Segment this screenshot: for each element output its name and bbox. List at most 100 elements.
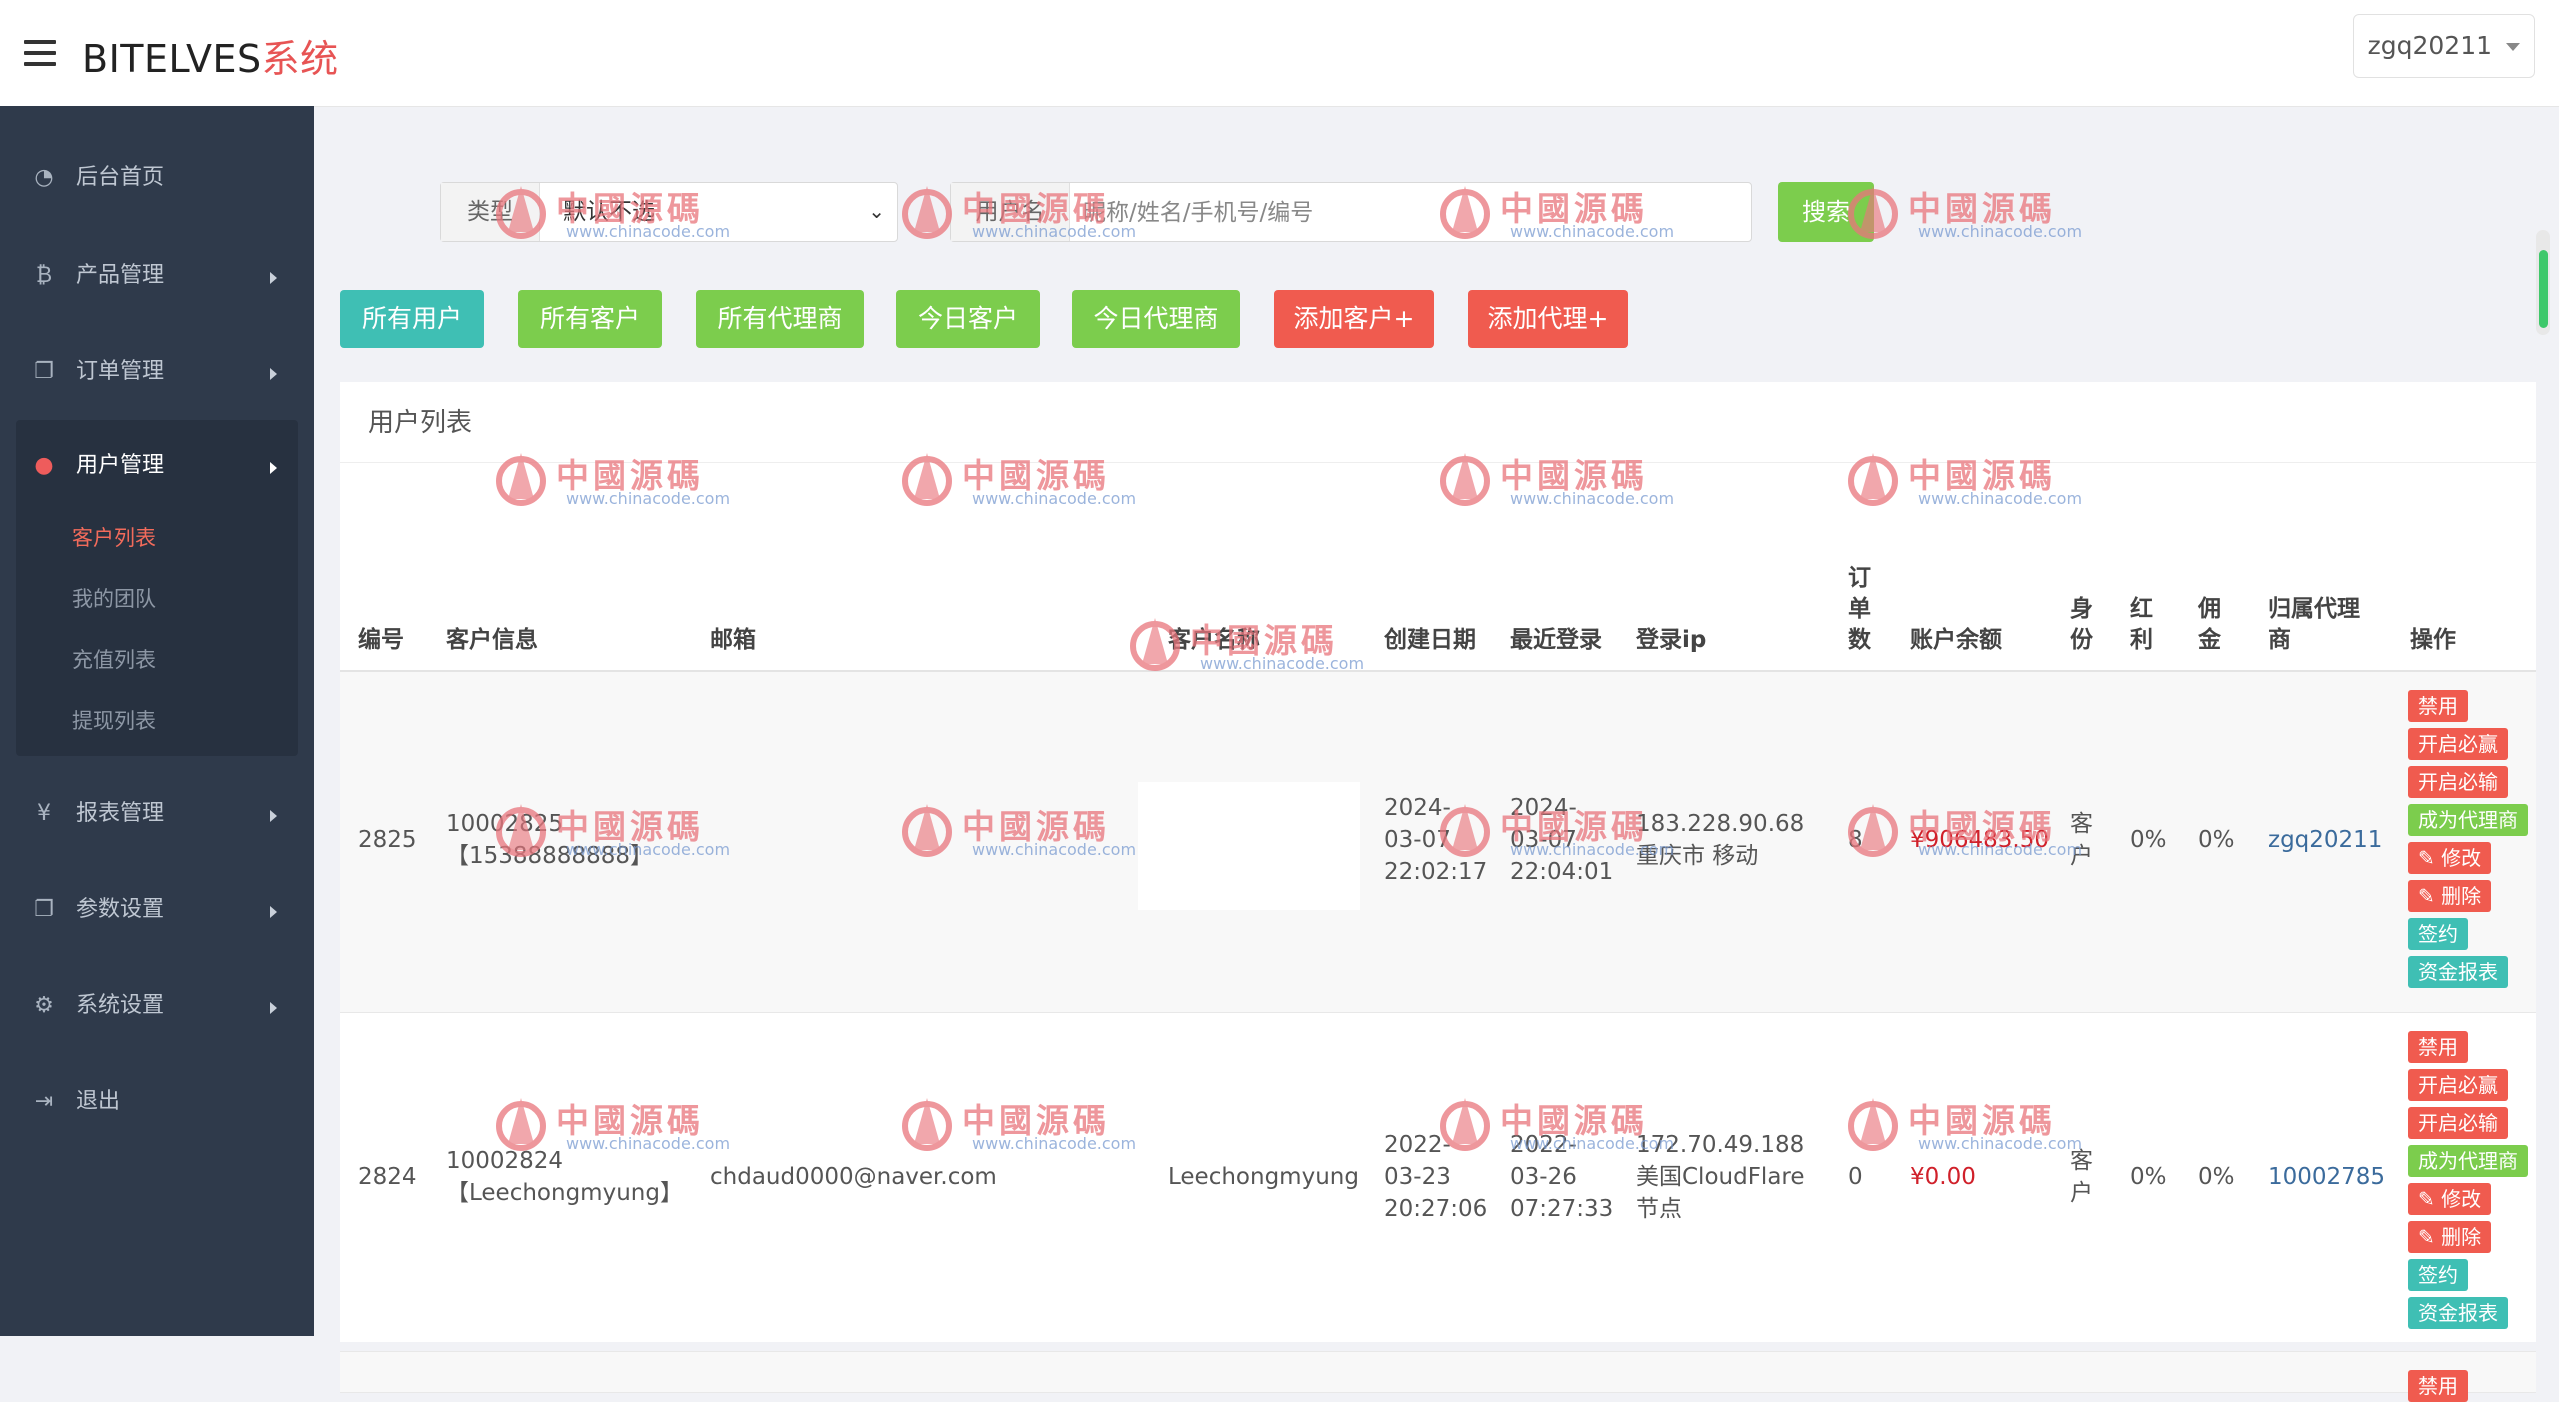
col-info: 客户信息 [446,627,538,653]
always-lose-button[interactable]: 开启必输 [2408,766,2508,798]
cell-created: 2022- 03-23 20:27:06 [1384,1129,1487,1225]
sidebar-item-orders[interactable]: ❐ 订单管理 [0,342,314,402]
bitcoin-icon: ₿ [35,263,53,288]
make-agent-button[interactable]: 成为代理商 [2408,804,2528,836]
edit-button[interactable]: ✎ 修改 [2408,1183,2492,1215]
sidebar-item-params[interactable]: ❐ 参数设置 [0,880,314,940]
username-label: 用户名 [951,183,1070,241]
all-customers-button[interactable]: 所有客户 [518,290,662,348]
cell-bonus: 0% [2130,827,2167,853]
yen-icon: ¥ [37,801,51,826]
sidebar-item-logout[interactable]: ⇥ 退出 [0,1072,314,1132]
always-lose-button[interactable]: 开启必输 [2408,1107,2508,1139]
sidebar-subitem-recharge-list[interactable]: 充值列表 [72,648,156,672]
header-line: 佣 [2198,596,2221,622]
date-line: 22:04:01 [1510,859,1614,885]
delete-button[interactable]: ✎ 删除 [2408,880,2492,912]
username-search-group: 用户名 [950,182,1752,242]
add-customer-button[interactable]: 添加客户+ [1274,290,1434,348]
disable-button[interactable]: 禁用 [2408,690,2468,722]
search-button[interactable]: 搜索 [1778,182,1874,242]
info-line: 10002824 [446,1148,564,1174]
date-line: 2022- [1384,1132,1451,1158]
username-search-input[interactable] [1081,191,1725,235]
all-agents-button[interactable]: 所有代理商 [696,290,864,348]
chevron-right-icon [270,368,277,380]
col-email: 邮箱 [710,627,756,653]
always-win-button[interactable]: 开启必赢 [2408,1069,2508,1101]
today-customers-button[interactable]: 今日客户 [896,290,1040,348]
sign-button[interactable]: 签约 [2408,1259,2468,1291]
fund-report-button[interactable]: 资金报表 [2408,956,2508,988]
info-line: 【15388888888】 [446,843,653,869]
sidebar-item-label: 参数设置 [76,897,165,922]
ip-line: 172.70.49.188 [1636,1132,1805,1158]
col-commission: 佣 金 [2198,594,2221,656]
user-list-card: 用户列表 编号 客户信息 邮箱 客户名称 创建日期 最近登录 登录ip 订 单 … [340,382,2536,1402]
brand-logo: BITELVES系统 [82,28,339,83]
sidebar-item-reports[interactable]: ¥ 报表管理 [0,784,314,844]
fund-report-button[interactable]: 资金报表 [2408,1297,2508,1329]
date-line: 07:27:33 [1510,1196,1614,1222]
header-line: 金 [2198,627,2221,653]
header-line: 红 [2130,596,2153,622]
role-line: 户 [2070,1180,2093,1206]
sidebar-subitem-customer-list[interactable]: 客户列表 [72,526,156,550]
sign-out-icon: ⇥ [34,1089,54,1114]
scrollbar-thumb[interactable] [2539,250,2548,328]
role-line: 客 [2070,811,2093,837]
sign-button[interactable]: 签约 [2408,918,2468,950]
col-orders: 订 单 数 [1848,563,1871,656]
header-line: 单 [1848,596,1871,622]
type-select[interactable]: 类型 默认不选 ⌄ [440,182,898,242]
date-line: 03-26 [1510,1164,1577,1190]
delete-button[interactable]: ✎ 删除 [2408,1221,2492,1253]
header-line: 归属代理 [2268,596,2360,622]
col-agent: 归属代理 商 [2268,594,2360,656]
disable-button[interactable]: 禁用 [2408,1370,2468,1402]
ip-line: 美国CloudFlare [1636,1164,1805,1190]
sidebar-item-home[interactable]: ◔ 后台首页 [0,148,314,208]
sidebar-item-users[interactable]: ● 用户管理 [0,436,314,496]
cell-info: 10002824 【Leechongmyung】 [446,1145,683,1209]
edit-button[interactable]: ✎ 修改 [2408,842,2492,874]
ip-line: 节点 [1636,1196,1682,1222]
hamburger-menu-icon[interactable] [24,40,56,66]
sidebar-subitem-withdraw-list[interactable]: 提现列表 [72,709,156,733]
date-line: 2022- [1510,1132,1577,1158]
chevron-right-icon [270,1002,277,1014]
sidebar-item-system[interactable]: ⚙ 系统设置 [0,976,314,1036]
cell-agent-link[interactable]: 10002785 [2268,1164,2386,1190]
cell-last-login: 2024- 03-07 22:04:01 [1510,792,1613,888]
cell-commission: 0% [2198,1164,2235,1190]
chevron-right-icon [270,462,277,474]
sidebar-item-label: 产品管理 [76,263,165,288]
cell-commission: 0% [2198,827,2235,853]
disable-button[interactable]: 禁用 [2408,1031,2468,1063]
dashboard-icon: ◔ [34,165,54,190]
brand-name: BITELVES [82,37,262,81]
all-users-button[interactable]: 所有用户 [340,290,484,348]
cell-orders: 0 [1848,1164,1863,1190]
add-agent-button[interactable]: 添加代理+ [1468,290,1628,348]
always-win-button[interactable]: 开启必赢 [2408,728,2508,760]
sidebar-subitem-my-team[interactable]: 我的团队 [72,587,156,611]
user-management-group [16,420,298,756]
ip-line: 重庆市 移动 [1636,843,1759,869]
cell-agent-link[interactable]: zgq20211 [2268,827,2383,853]
header-line: 利 [2130,627,2153,653]
caret-down-icon [2506,43,2520,51]
make-agent-button[interactable]: 成为代理商 [2408,1145,2528,1177]
main-content: 类型 默认不选 ⌄ 用户名 搜索 所有用户 所有客户 所有代理商 今日客户 今日… [314,106,2559,1402]
col-bonus: 红 利 [2130,594,2153,656]
user-dropdown[interactable]: zgq20211 [2352,14,2535,78]
info-line: 【Leechongmyung】 [446,1180,683,1206]
header-line: 商 [2268,627,2291,653]
date-line: 03-07 [1510,827,1577,853]
chevron-right-icon [270,810,277,822]
today-agents-button[interactable]: 今日代理商 [1072,290,1240,348]
card-title: 用户列表 [368,408,473,438]
sidebar-item-products[interactable]: ₿ 产品管理 [0,246,314,306]
info-line: 10002825 [446,811,564,837]
col-created: 创建日期 [1384,627,1476,653]
